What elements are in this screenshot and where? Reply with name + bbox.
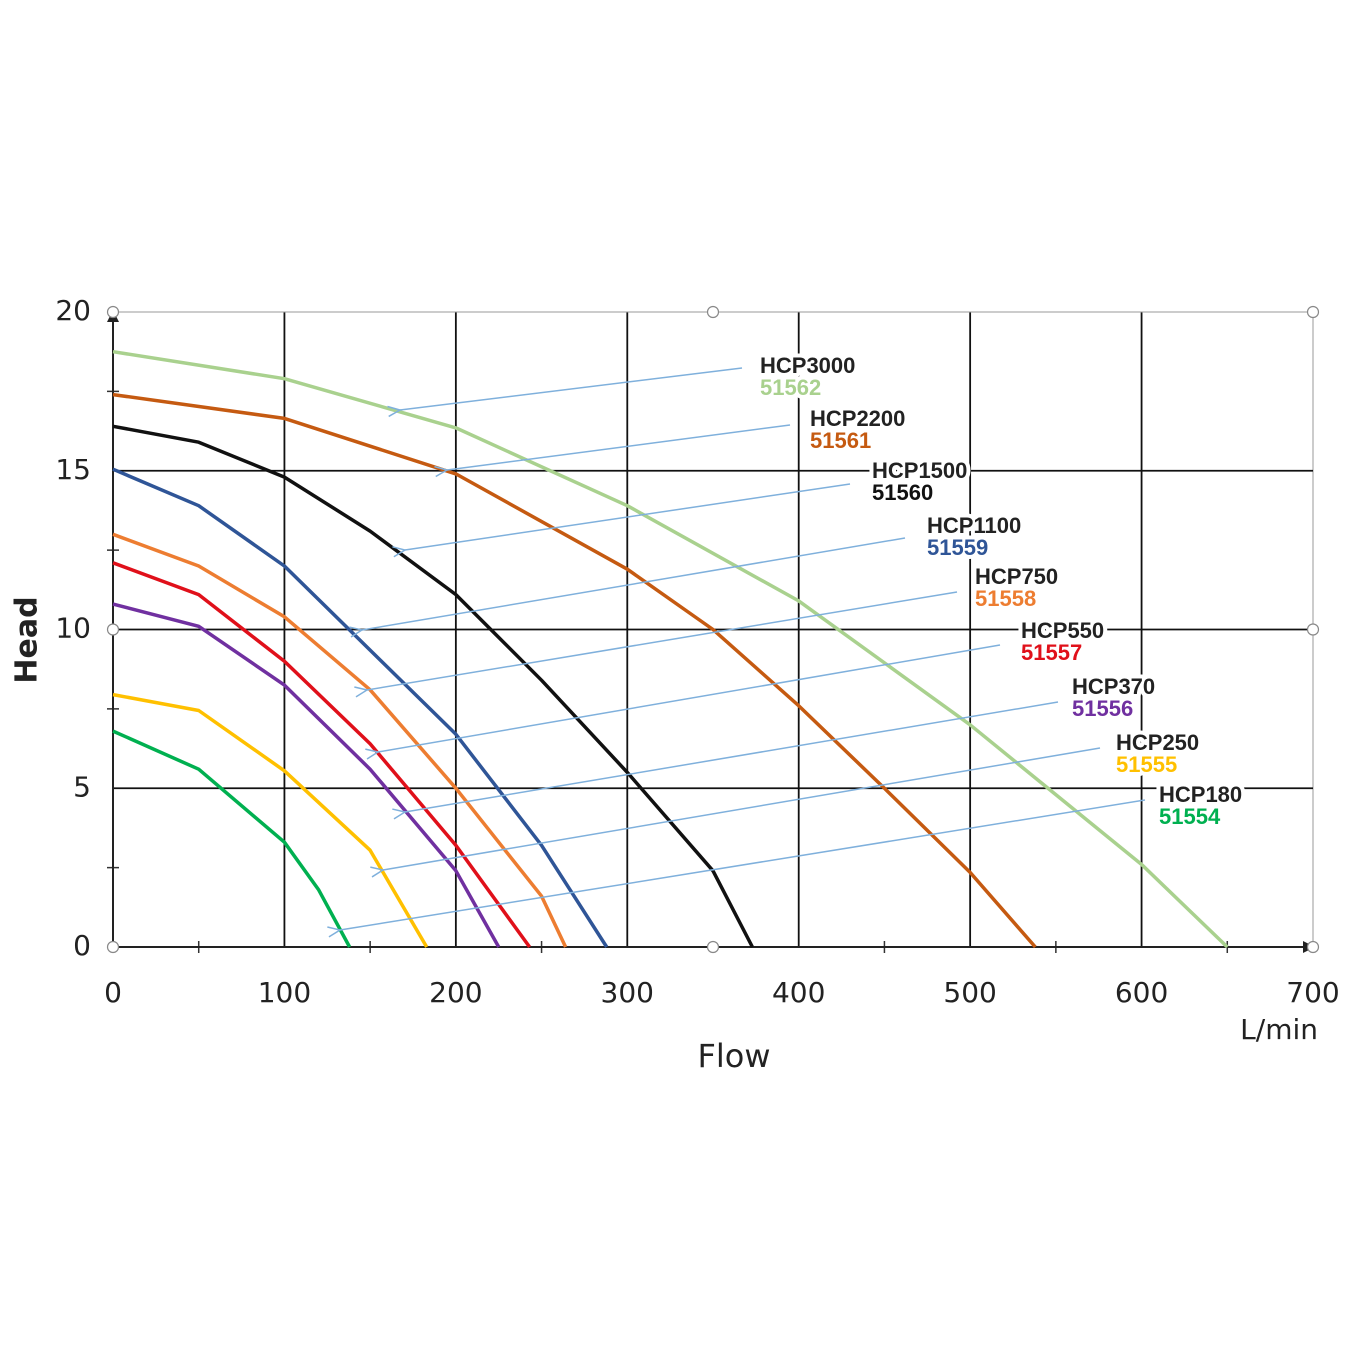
series-name: HCP180 [1159,782,1242,807]
pump-curve [112,561,532,949]
callout-arrow [383,747,1101,870]
x-tick-label: 300 [601,976,654,1009]
callout-arrow [367,591,958,690]
series-code: 51558 [975,586,1036,611]
pump-curve [112,692,429,948]
x-tick-label: 200 [429,976,482,1009]
pump-curve [112,424,754,948]
pump-curve [112,392,1037,949]
x-tick-label: 600 [1115,976,1168,1009]
series-code: 51555 [1116,752,1177,777]
x-tick-label: 0 [104,976,122,1009]
x-tick-label: 100 [258,976,311,1009]
y-tick-label: 15 [55,453,91,486]
frame-handle [706,305,720,319]
series-code: 51556 [1072,696,1133,721]
callout-arrow [378,644,1001,752]
series-name: HCP1100 [927,513,1021,538]
series-code: 51562 [760,375,821,400]
x-tick-label: 500 [943,976,996,1009]
x-axis-title: Flow [697,1037,770,1075]
y-tick-label: 10 [55,612,91,645]
series-name: HCP550 [1021,618,1104,643]
pump-curve [112,349,1229,949]
pump-curve [112,467,609,948]
y-tick-label: 20 [55,294,91,327]
series-code: 51561 [810,428,871,453]
callout-arrow [447,424,791,470]
series-code: 51554 [1159,804,1221,829]
callout-arrow [405,701,1059,812]
series-name: HCP250 [1116,730,1199,755]
series-name: HCP1500 [872,458,967,483]
y-axis-title: Head [10,596,45,683]
x-tick-label: 400 [772,976,825,1009]
series-code: 51560 [872,480,933,505]
frame-handle [1306,623,1320,636]
y-tick-label: 0 [73,929,91,962]
frame-handle [106,305,120,319]
series-name: HCP750 [975,564,1058,589]
series-name: HCP2200 [810,406,905,431]
frame-handle [1306,305,1320,319]
pump-curve [112,729,352,948]
series-name: HCP3000 [760,353,855,378]
frame-handle [1306,940,1320,954]
series-code: 51559 [927,535,988,560]
series-name: HCP370 [1072,674,1155,699]
frame-handle [706,940,720,954]
series-code: 51557 [1021,640,1082,665]
callout-arrow [400,367,743,410]
x-tick-label: 700 [1286,976,1339,1009]
frame-handle [106,623,120,636]
x-axis-unit: L/min [1240,1013,1318,1046]
frame-handle [106,940,120,954]
callout-arrow [340,799,1146,930]
pump-curve [112,602,501,948]
callout-arrow [405,483,851,550]
y-tick-label: 5 [73,770,91,803]
callout-arrow [362,537,906,630]
